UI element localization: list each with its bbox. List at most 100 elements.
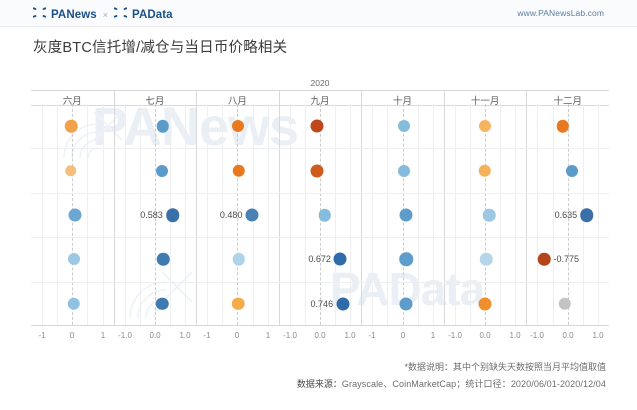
data-point[interactable] xyxy=(156,119,169,133)
plot-bottom-rule xyxy=(31,325,609,326)
x-tick-6-2: 1.0 xyxy=(592,331,604,340)
month-label-4: 十月 xyxy=(393,96,413,107)
x-tick-1-0: -1.0 xyxy=(118,331,132,340)
gridline-3-2 xyxy=(335,104,336,325)
top-bar: PANews × PAData www.PANewsLab.com xyxy=(0,0,637,27)
padata-circle-logo-icon xyxy=(109,6,133,24)
x-tick-3-0: -1.0 xyxy=(283,331,297,340)
gridline-4-3 xyxy=(433,104,434,325)
x-tick-6-1: 0.0 xyxy=(562,331,574,340)
gridline-5-1 xyxy=(470,104,471,325)
data-point[interactable] xyxy=(398,164,411,177)
data-point[interactable] xyxy=(565,164,578,177)
brand-panews: PANews xyxy=(51,9,97,21)
data-point[interactable] xyxy=(399,297,413,311)
panel-separator-5 xyxy=(443,90,445,326)
gridline-5-3 xyxy=(515,104,516,325)
year-label: 2020 xyxy=(310,78,330,88)
gridline-1-3 xyxy=(185,104,186,325)
data-point[interactable] xyxy=(333,252,347,266)
x-tick-3-2: 1.0 xyxy=(344,331,356,340)
brand-separator: × xyxy=(102,10,109,20)
month-label-6: 十二月 xyxy=(553,96,582,107)
x-tick-4-0: -1 xyxy=(368,331,376,340)
gridline-6-0 xyxy=(537,104,538,325)
gridline-1-0 xyxy=(125,104,126,325)
data-point[interactable] xyxy=(537,253,551,266)
data-point[interactable] xyxy=(65,164,77,177)
x-tick-2-0: -1 xyxy=(203,331,211,340)
data-point[interactable] xyxy=(310,164,324,178)
data-point[interactable] xyxy=(483,208,496,222)
gridline-6-1 xyxy=(553,104,554,325)
data-point[interactable] xyxy=(68,208,82,222)
row-rule-4 xyxy=(31,282,609,283)
x-tick-6-0: -1.0 xyxy=(530,331,544,340)
data-point[interactable] xyxy=(232,120,245,133)
footnote-data-source: 数据来源：Grayscale、CoinMarketCap；统计口径：2020/0… xyxy=(297,377,606,390)
panel-separator-4 xyxy=(361,90,363,326)
data-point[interactable] xyxy=(556,119,569,133)
data-point[interactable] xyxy=(336,297,350,311)
x-tick-1-1: 0.0 xyxy=(149,331,161,340)
month-label-1: 七月 xyxy=(145,96,165,107)
data-point[interactable] xyxy=(64,119,78,133)
header-rule-top xyxy=(31,90,609,91)
gridline-5-0 xyxy=(455,104,456,325)
data-point[interactable] xyxy=(232,253,246,266)
data-point[interactable] xyxy=(478,164,491,177)
data-point[interactable] xyxy=(156,164,169,177)
gridline-3-0 xyxy=(290,104,291,325)
gridline-4-1 xyxy=(387,104,388,325)
data-point[interactable] xyxy=(232,164,245,177)
panel-separator-1 xyxy=(113,90,115,326)
row-rule-2 xyxy=(31,193,609,194)
panel-separator-3 xyxy=(278,90,280,326)
data-point[interactable] xyxy=(480,253,493,266)
data-point-label: 0.672 xyxy=(308,254,331,265)
data-point[interactable] xyxy=(68,253,81,266)
data-point[interactable] xyxy=(165,208,180,222)
data-point-label: 0.746 xyxy=(310,298,334,309)
row-rule-1 xyxy=(31,148,609,149)
data-point[interactable] xyxy=(156,297,169,311)
data-point[interactable] xyxy=(580,208,594,222)
brand-padata: PAData xyxy=(132,9,173,21)
month-label-2: 八月 xyxy=(227,96,247,107)
data-point[interactable] xyxy=(478,297,492,311)
data-point[interactable] xyxy=(318,208,332,222)
footnote-source-value: Grayscale、CoinMarketCap；统计口径：2020/06/01-… xyxy=(341,379,606,389)
data-point[interactable] xyxy=(399,208,413,222)
zero-line-6 xyxy=(567,104,569,325)
data-point[interactable] xyxy=(245,208,259,222)
data-point[interactable] xyxy=(558,297,572,311)
data-point[interactable] xyxy=(310,119,324,133)
gridline-1-1 xyxy=(140,104,141,325)
data-point[interactable] xyxy=(397,120,410,133)
x-tick-0-0: -1 xyxy=(38,331,46,340)
data-point[interactable] xyxy=(231,297,245,311)
month-label-3: 九月 xyxy=(310,96,330,107)
x-tick-2-1: 0 xyxy=(234,331,240,340)
month-label-5: 十一月 xyxy=(470,96,500,107)
x-tick-2-2: 1 xyxy=(265,331,271,340)
data-point-label: 0.635 xyxy=(554,210,578,220)
footnote-source-label: 数据来源： xyxy=(296,379,342,389)
gridline-2-1 xyxy=(222,104,223,325)
data-point[interactable] xyxy=(156,253,170,266)
row-rule-3 xyxy=(31,237,609,238)
x-tick-1-2: 1.0 xyxy=(179,331,191,340)
data-point[interactable] xyxy=(67,297,81,311)
x-tick-5-0: -1.0 xyxy=(448,331,462,340)
gridline-4-2 xyxy=(418,104,419,325)
x-tick-5-1: 0.0 xyxy=(479,331,491,340)
panel-separator-6 xyxy=(526,90,528,326)
data-point[interactable] xyxy=(399,252,413,267)
gridline-5-2 xyxy=(500,104,501,325)
x-tick-5-2: 1.0 xyxy=(509,331,521,340)
footnote-data-note: *数据说明：其中个别缺失天数按照当月平均值取值 xyxy=(404,362,606,372)
data-point-label: -0.775 xyxy=(553,254,580,265)
data-point[interactable] xyxy=(478,120,491,133)
x-tick-4-2: 1 xyxy=(430,331,436,340)
